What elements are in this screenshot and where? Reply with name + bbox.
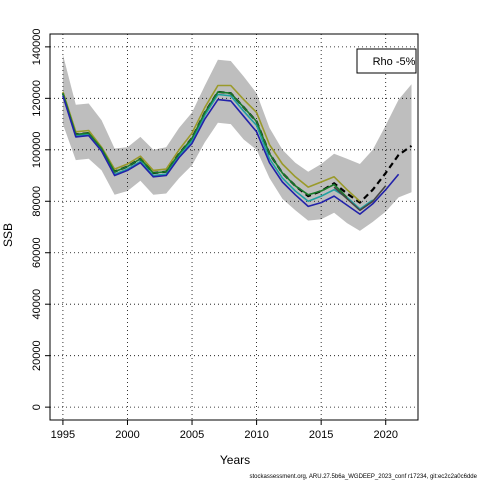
x-tick-label: 2005 — [180, 429, 204, 441]
y-tick-label: 120000 — [31, 80, 43, 117]
series-line-5 — [62, 95, 400, 215]
x-axis-title: Years — [220, 453, 250, 467]
x-tick-label: 1995 — [51, 429, 75, 441]
x-tick-label: 2010 — [244, 429, 268, 441]
y-tick-label: 20000 — [31, 340, 43, 371]
footer-text: stockassessment.org, ARU.27.5b6a_WGDEEP_… — [250, 474, 478, 480]
y-tick-label: 80000 — [31, 186, 43, 217]
y-axis: 0 20000 40000 60000 80000 100000 120000 140000 — [31, 29, 50, 410]
series-layer — [61, 84, 413, 215]
y-axis-title: SSB — [1, 223, 15, 247]
series-line-4 — [62, 91, 348, 198]
y-tick-label: 40000 — [31, 289, 43, 320]
confidence-band-layer — [62, 54, 412, 231]
confidence-band — [62, 54, 412, 231]
x-tick-label: 2000 — [115, 429, 139, 441]
series-line-6 — [333, 185, 387, 212]
y-tick-label: 60000 — [31, 237, 43, 268]
y-tick-label: 100000 — [31, 131, 43, 168]
y-tick-label: 0 — [31, 404, 43, 410]
x-axis: 1995 2000 2005 2010 2015 2020 — [51, 419, 398, 441]
x-tick-label: 2020 — [373, 429, 397, 441]
x-tick-label: 2015 — [309, 429, 333, 441]
legend-text: Rho -5% — [373, 56, 416, 68]
grid-layer — [50, 34, 418, 420]
legend-box: Rho -5% — [356, 48, 417, 74]
y-tick-label: 140000 — [31, 29, 43, 66]
series-line-2 — [62, 84, 361, 202]
